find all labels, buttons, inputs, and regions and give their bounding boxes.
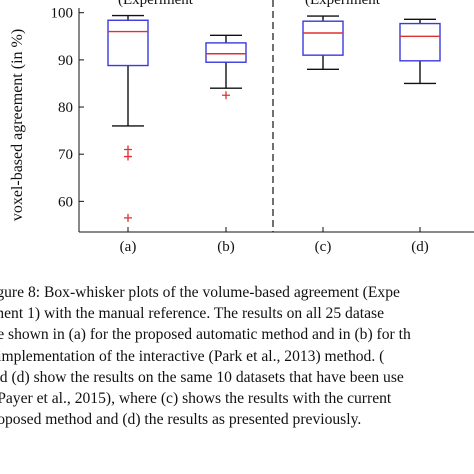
y-tick-label: 90	[58, 53, 73, 69]
caption-line: (Payer et al., 2015), where (c) shows th…	[0, 390, 392, 408]
caption-line: igure 8: Box-whisker plots of the volume…	[0, 284, 400, 301]
outlier-b	[222, 91, 230, 100]
top-label-left: (Experiment	[118, 0, 194, 8]
outlier-a	[124, 145, 132, 154]
figure-caption: igure 8: Box-whisker plots of the volume…	[0, 282, 474, 430]
caption-line: -implementation of the interactive (Park…	[0, 347, 385, 365]
caption-line: nd (d) show the results on the same 10 d…	[0, 368, 404, 386]
y-tick-label: 60	[58, 194, 73, 210]
outlier-a	[124, 152, 132, 161]
box-c	[302, 20, 344, 56]
box-d	[399, 22, 441, 62]
box-plot-figure: (Experiment (Experiment voxel-based agre…	[9, 0, 474, 255]
top-label-right: (Experiment	[305, 0, 381, 8]
category-label-d: (d)	[411, 239, 429, 255]
y-tick-label: 70	[58, 147, 73, 163]
y-tick-label: 80	[58, 100, 73, 116]
category-label-a: (a)	[120, 239, 137, 255]
category-label-b: (b)	[217, 239, 235, 255]
box-b	[205, 42, 247, 63]
y-axis-title: voxel-based agreement (in %)	[9, 29, 26, 221]
caption-line: roposed method and (d) the results as pr…	[0, 411, 362, 429]
category-label-c: (c)	[315, 239, 332, 255]
plot-area: 60 70 80 90 100	[51, 0, 474, 233]
caption-line: re shown in (a) for the proposed automat…	[0, 326, 411, 344]
box-a	[107, 19, 149, 67]
y-tick-label: 100	[51, 6, 74, 22]
outlier-a	[124, 213, 132, 222]
caption-line: ment 1) with the manual reference. The r…	[0, 305, 385, 323]
